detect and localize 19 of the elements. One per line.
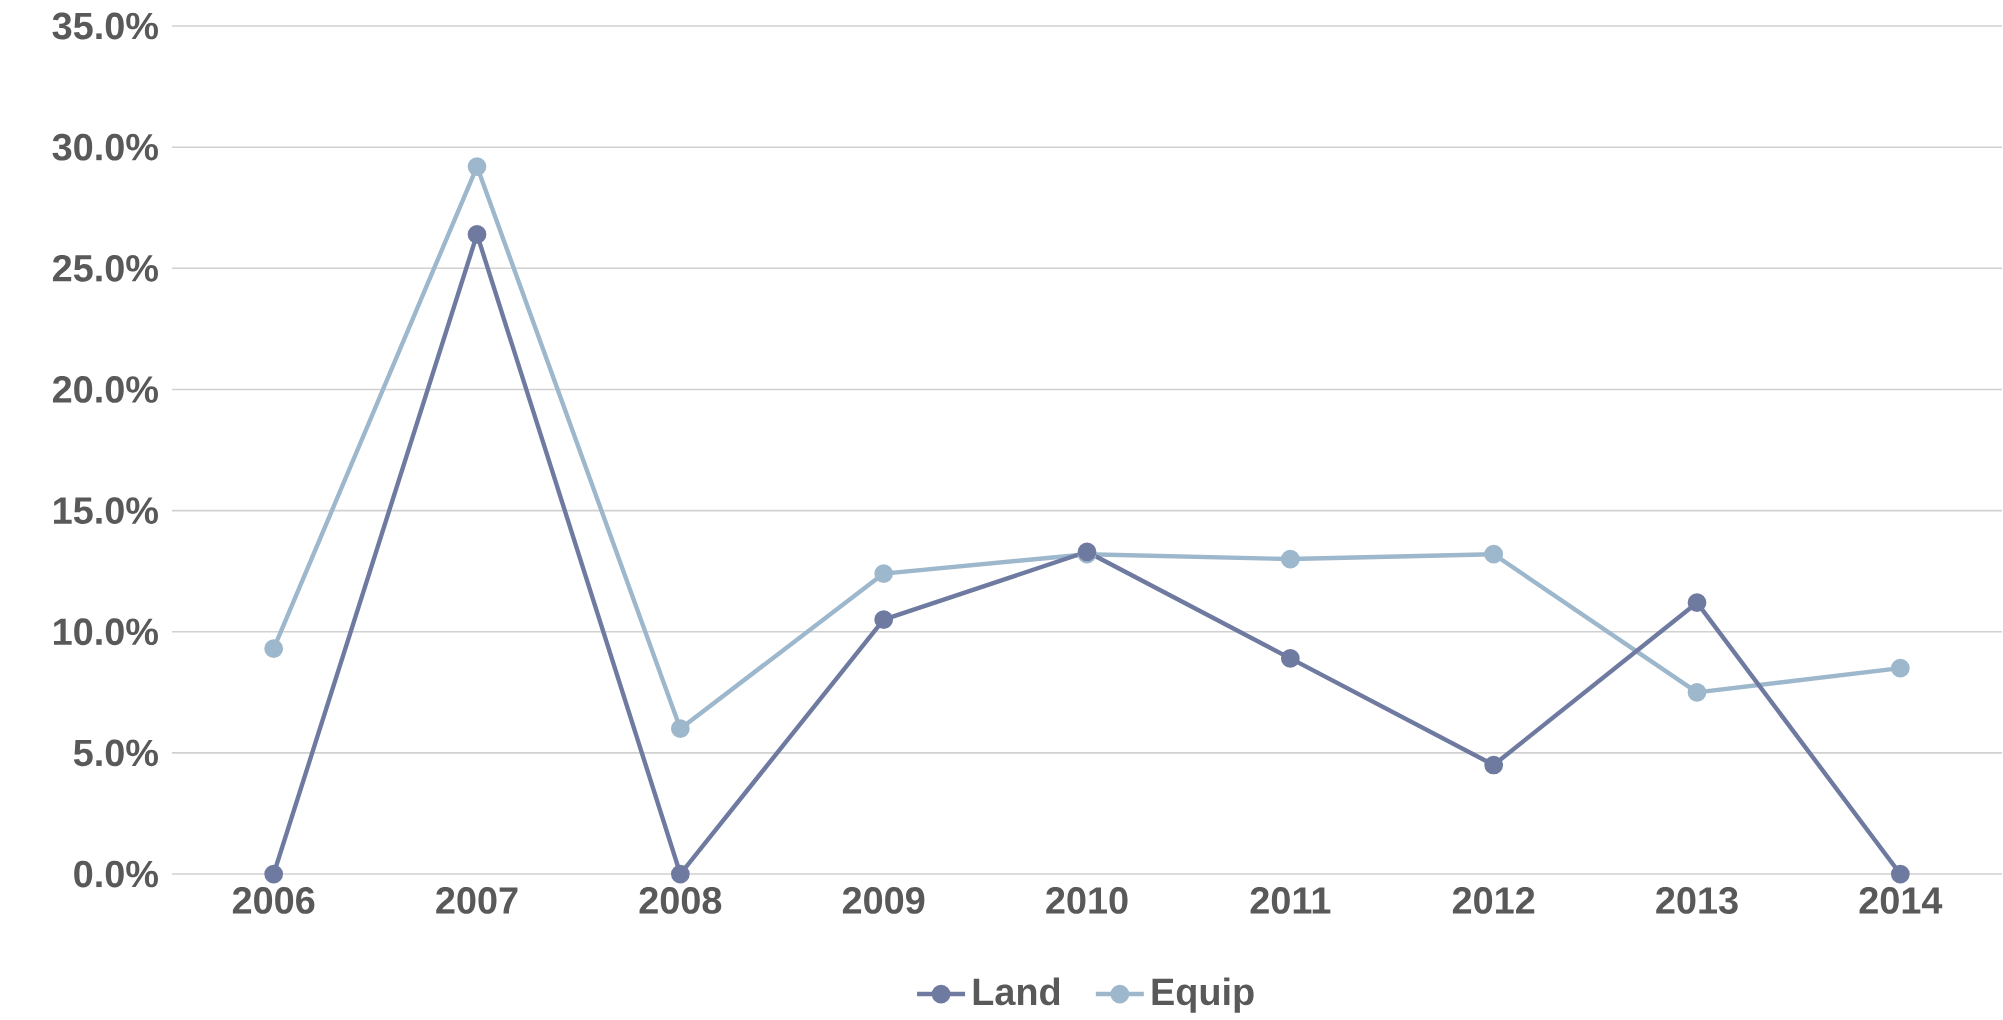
y-tick-label: 25.0% xyxy=(52,254,158,282)
x-tick-label: 2014 xyxy=(1859,887,1943,914)
x-tick-label: 2012 xyxy=(1452,887,1535,914)
y-tick-label: 10.0% xyxy=(54,618,158,646)
y-tick-label: 15.0% xyxy=(54,497,158,524)
y-tick-label: 30.0% xyxy=(52,133,158,161)
x-tick-label: 2008 xyxy=(639,887,722,914)
x-tick-label: 2009 xyxy=(842,887,925,914)
y-tick-label: 35.0% xyxy=(52,12,158,40)
legend-label: Equip xyxy=(1152,977,1254,1013)
y-tick-label: 5.0% xyxy=(73,739,158,767)
y-tick-label: 20.0% xyxy=(52,376,158,403)
x-tick-label: 2007 xyxy=(436,887,518,914)
x-tick-label: 2011 xyxy=(1250,887,1331,914)
legend-label: Land xyxy=(973,977,1060,1006)
x-tick-label: 2010 xyxy=(1046,887,1128,914)
y-tick-label: 0.0% xyxy=(74,860,158,888)
x-tick-label: 2013 xyxy=(1656,887,1738,914)
x-tick-label: 2006 xyxy=(232,887,315,914)
